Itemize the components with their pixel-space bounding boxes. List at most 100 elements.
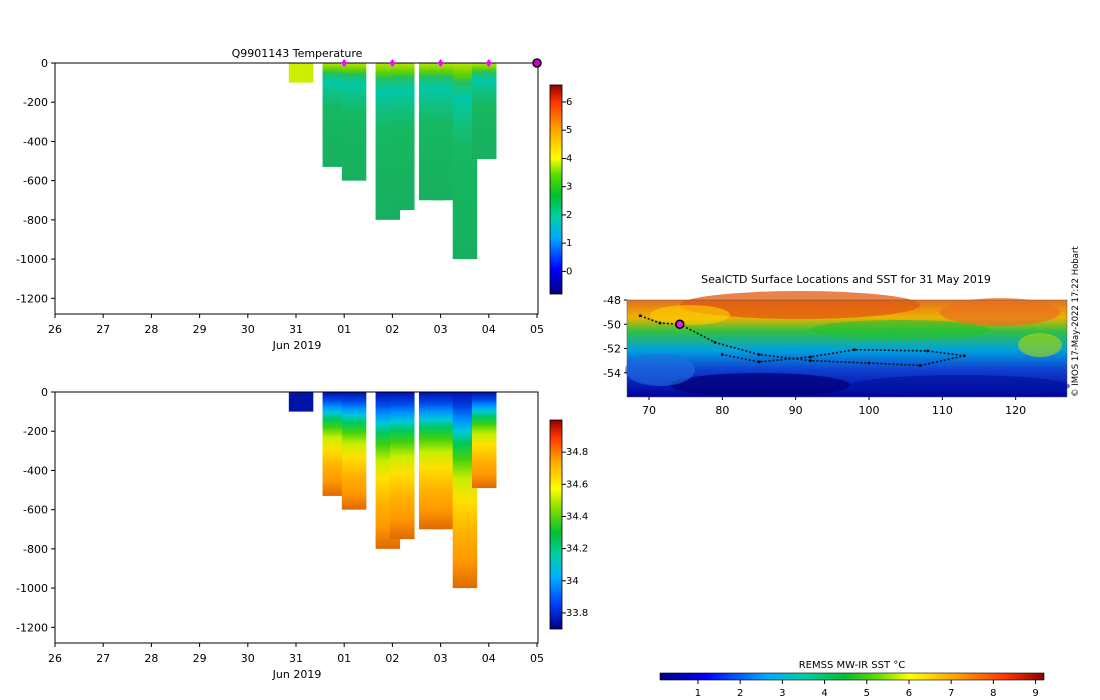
salinity-panel: 0 -200 -400 -600 -800 -1000 -1200 26 27 28 29 30 31… (16, 386, 588, 681)
colorbar-tick-label: 34 (566, 576, 579, 587)
profile-column (390, 392, 415, 540)
map-x-tick-label: 120 (1005, 404, 1026, 417)
track-point (867, 361, 871, 365)
y-tick-label: -1200 (16, 292, 48, 305)
colorbar-tick-label: 34.8 (566, 447, 588, 458)
track-point (808, 359, 812, 363)
salinity-colorbar (549, 419, 563, 630)
colorbar-tick-label: 33.8 (566, 608, 588, 619)
colorbar-tick-label: 6 (566, 97, 572, 108)
track-point (852, 348, 856, 352)
y-tick-label: -800 (23, 543, 48, 556)
track-point (713, 341, 717, 344)
track-point (757, 353, 761, 356)
y-tick-label: -400 (23, 135, 48, 148)
x-tick-label: 05 (530, 323, 544, 336)
y-tick-label: -1200 (16, 621, 48, 634)
x-tick-label: 26 (48, 323, 62, 336)
current-location-marker (675, 319, 685, 329)
map-y-tick-label: -52 (603, 343, 621, 356)
sst-colorbar-tick-label: 9 (1032, 688, 1038, 699)
profile-column (471, 392, 497, 489)
sst-colorbar-label: REMSS MW-IR SST °C (799, 660, 906, 671)
profile-marker (389, 59, 396, 67)
map-y-tick-label: -54 (603, 367, 621, 380)
map-y-tick-label: -48 (603, 294, 621, 307)
salinity-colorbar-ticks: 33.8 34 34.2 34.4 34.6 34.8 (562, 447, 588, 619)
credit-text-container: © IMOS 17-May-2022 17:22 Hobart (1069, 232, 1081, 402)
temperature-section-columns (288, 63, 497, 260)
colorbar-tick-label: 0 (566, 266, 572, 277)
colorbar-tick-label: 4 (566, 153, 572, 164)
y-tick-label: -1000 (16, 582, 48, 595)
profile-markers (341, 59, 492, 67)
profile-column (341, 392, 367, 510)
y-tick-label: -200 (23, 96, 48, 109)
map-y-tick-label: -50 (603, 318, 621, 331)
sst-map-x-axis: 70 80 90 100 110 120 (642, 397, 1026, 417)
sst-colorbar-tick-label: 6 (906, 688, 912, 699)
colorbar-tick-label: 2 (566, 210, 572, 221)
x-tick-label: 28 (144, 323, 158, 336)
x-tick-label: 31 (289, 652, 303, 665)
x-tick-label: 28 (144, 652, 158, 665)
sst-colorbar-tick-label: 4 (821, 688, 827, 699)
x-tick-label: 04 (482, 652, 496, 665)
sst-colorbar-tick-label: 5 (864, 688, 870, 699)
profile-marker (485, 59, 492, 67)
x-tick-label: 26 (48, 652, 62, 665)
latest-profile-marker (532, 58, 542, 68)
x-tick-label: 01 (337, 323, 351, 336)
track-point (962, 354, 966, 358)
shallow-profile-column (288, 392, 314, 412)
x-tick-label: 29 (193, 323, 207, 336)
profile-marker (341, 59, 348, 67)
temperature-x-sublabel: Jun 2019 (272, 339, 322, 352)
x-tick-label: 01 (337, 652, 351, 665)
salinity-x-axis: 26 27 28 29 30 31 01 02 03 04 05 (48, 643, 544, 665)
x-tick-label: 02 (385, 652, 399, 665)
salinity-y-axis: 0 -200 -400 -600 -800 -1000 -1200 (16, 386, 55, 634)
map-x-tick-label: 80 (715, 404, 729, 417)
x-tick-label: 27 (96, 323, 110, 336)
track-point (638, 314, 642, 318)
map-x-tick-label: 90 (789, 404, 803, 417)
y-tick-label: -200 (23, 425, 48, 438)
temperature-colorbar-ticks: 0 1 2 3 4 5 6 (562, 97, 572, 277)
y-tick-label: -600 (23, 175, 48, 188)
x-tick-label: 02 (385, 323, 399, 336)
profile-marker (437, 59, 444, 67)
salinity-section-columns (288, 392, 497, 589)
x-tick-label: 30 (241, 652, 255, 665)
sst-field (625, 291, 1070, 397)
track-point (926, 349, 930, 353)
profile-column (471, 63, 497, 160)
colorbar-tick-label: 34.4 (566, 511, 588, 522)
sst-colorbar-tick-label: 2 (737, 688, 743, 699)
sst-colorbar-tick-label: 7 (948, 688, 954, 699)
shallow-profile-column (288, 63, 314, 83)
sst-colorbar-tick-label: 3 (779, 688, 785, 699)
y-tick-label: -600 (23, 504, 48, 517)
credit-svg: © IMOS 17-May-2022 17:22 Hobart (1071, 246, 1081, 397)
sst-map-panel: SealCTD Surface Locations and SST for 31… (603, 273, 1070, 417)
sst-colorbar (659, 672, 1045, 681)
x-tick-label: 31 (289, 323, 303, 336)
credit-text: © IMOS 17-May-2022 17:22 Hobart (1071, 246, 1081, 397)
colorbar-tick-label: 34.2 (566, 544, 588, 555)
map-x-tick-label: 70 (642, 404, 656, 417)
profile-column (341, 63, 367, 181)
y-tick-label: -400 (23, 464, 48, 477)
salinity-x-sublabel: Jun 2019 (272, 668, 322, 681)
track-point (658, 321, 662, 325)
sst-map-title: SealCTD Surface Locations and SST for 31… (701, 273, 991, 286)
map-x-tick-label: 110 (932, 404, 953, 417)
track-point (757, 360, 761, 364)
sst-colorbar-ticks: 1 2 3 4 5 6 7 8 9 (695, 680, 1039, 699)
y-tick-label: 0 (41, 386, 48, 399)
colorbar-tick-label: 1 (566, 238, 572, 249)
sst-colorbar-tick-label: 1 (695, 688, 701, 699)
sst-map-y-axis: -48 -50 -52 -54 (603, 294, 627, 380)
colorbar-tick-label: 3 (566, 182, 572, 193)
profile-column (390, 63, 415, 211)
